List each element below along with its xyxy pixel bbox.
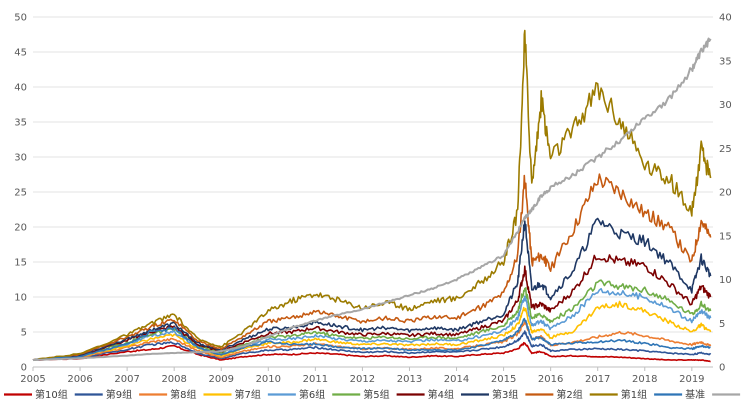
y-tick-label: 45 [14, 48, 27, 59]
series-line [32, 217, 712, 361]
series-line [32, 317, 711, 361]
y2-tick-label: 25 [719, 144, 732, 155]
y2-tick-label: 0 [719, 363, 725, 374]
y-tick-label: 15 [14, 258, 27, 269]
x-axis: 2005 2006 2007 2008 2009 2010 2011 2012 2013 2014… [20, 367, 705, 385]
y-tick-label: 10 [14, 293, 27, 304]
legend-label: 第7组 [234, 388, 260, 401]
y2-tick-label: 10 [719, 275, 732, 286]
y-tick-label: 5 [21, 328, 27, 339]
x-tick-label: 2009 [209, 374, 234, 385]
x-tick-label: 2008 [161, 374, 186, 385]
x-tick-label: 2013 [397, 374, 422, 385]
legend-label: 第2组 [556, 388, 582, 401]
x-tick-label: 2012 [350, 374, 375, 385]
x-tick-label: 2005 [20, 374, 45, 385]
legend-label: 第1组 [621, 388, 647, 401]
x-tick-label: 2007 [114, 374, 139, 385]
y2-tick-label: 15 [719, 231, 732, 242]
left-y-axis: 0 5 10 15 20 25 30 35 40 45 50 [14, 13, 27, 374]
legend-label: 第10组 [35, 388, 68, 401]
x-tick-label: 2017 [585, 374, 610, 385]
legend-label: 第6组 [299, 388, 325, 401]
series-line [32, 279, 712, 362]
y2-tick-label: 20 [719, 188, 732, 199]
x-tick-label: 2015 [491, 374, 516, 385]
y2-tick-label: 40 [719, 13, 732, 24]
legend-label: 第4组 [428, 388, 454, 401]
series-line [32, 300, 712, 361]
legend-label: 第8组 [170, 388, 196, 401]
x-tick-label: 2019 [679, 374, 704, 385]
y-tick-label: 40 [14, 83, 27, 94]
x-tick-label: 2011 [303, 374, 328, 385]
y-tick-label: 25 [14, 188, 27, 199]
x-tick-label: 2006 [67, 374, 92, 385]
legend: 第10组第9组第8组第7组第6组第5组第4组第3组第2组第1组基准比价(右轴) [4, 388, 741, 401]
y2-tick-label: 5 [719, 319, 725, 330]
legend-label: 第5组 [363, 388, 389, 401]
legend-label: 第3组 [492, 388, 518, 401]
y-tick-label: 0 [21, 363, 27, 374]
y-tick-label: 30 [14, 153, 27, 164]
series-line [32, 330, 712, 361]
series-line [32, 29, 712, 361]
y2-tick-label: 30 [719, 100, 732, 111]
x-tick-label: 2016 [538, 374, 563, 385]
x-tick-label: 2014 [444, 374, 469, 385]
series-line [32, 173, 712, 361]
x-tick-label: 2018 [632, 374, 657, 385]
y-tick-label: 20 [14, 223, 27, 234]
series-line [32, 37, 712, 361]
y2-tick-label: 35 [719, 56, 732, 67]
x-tick-label: 2010 [256, 374, 281, 385]
series-line [32, 254, 712, 361]
series-lines [32, 29, 712, 363]
series-line [32, 341, 711, 363]
legend-label: 第9组 [106, 388, 132, 401]
y-tick-label: 35 [14, 118, 27, 129]
y-tick-label: 50 [14, 13, 27, 24]
legend-label: 基准 [685, 388, 705, 401]
gridlines [33, 16, 713, 368]
right-y-axis: 0 5 10 15 20 25 30 35 40 [719, 13, 732, 374]
